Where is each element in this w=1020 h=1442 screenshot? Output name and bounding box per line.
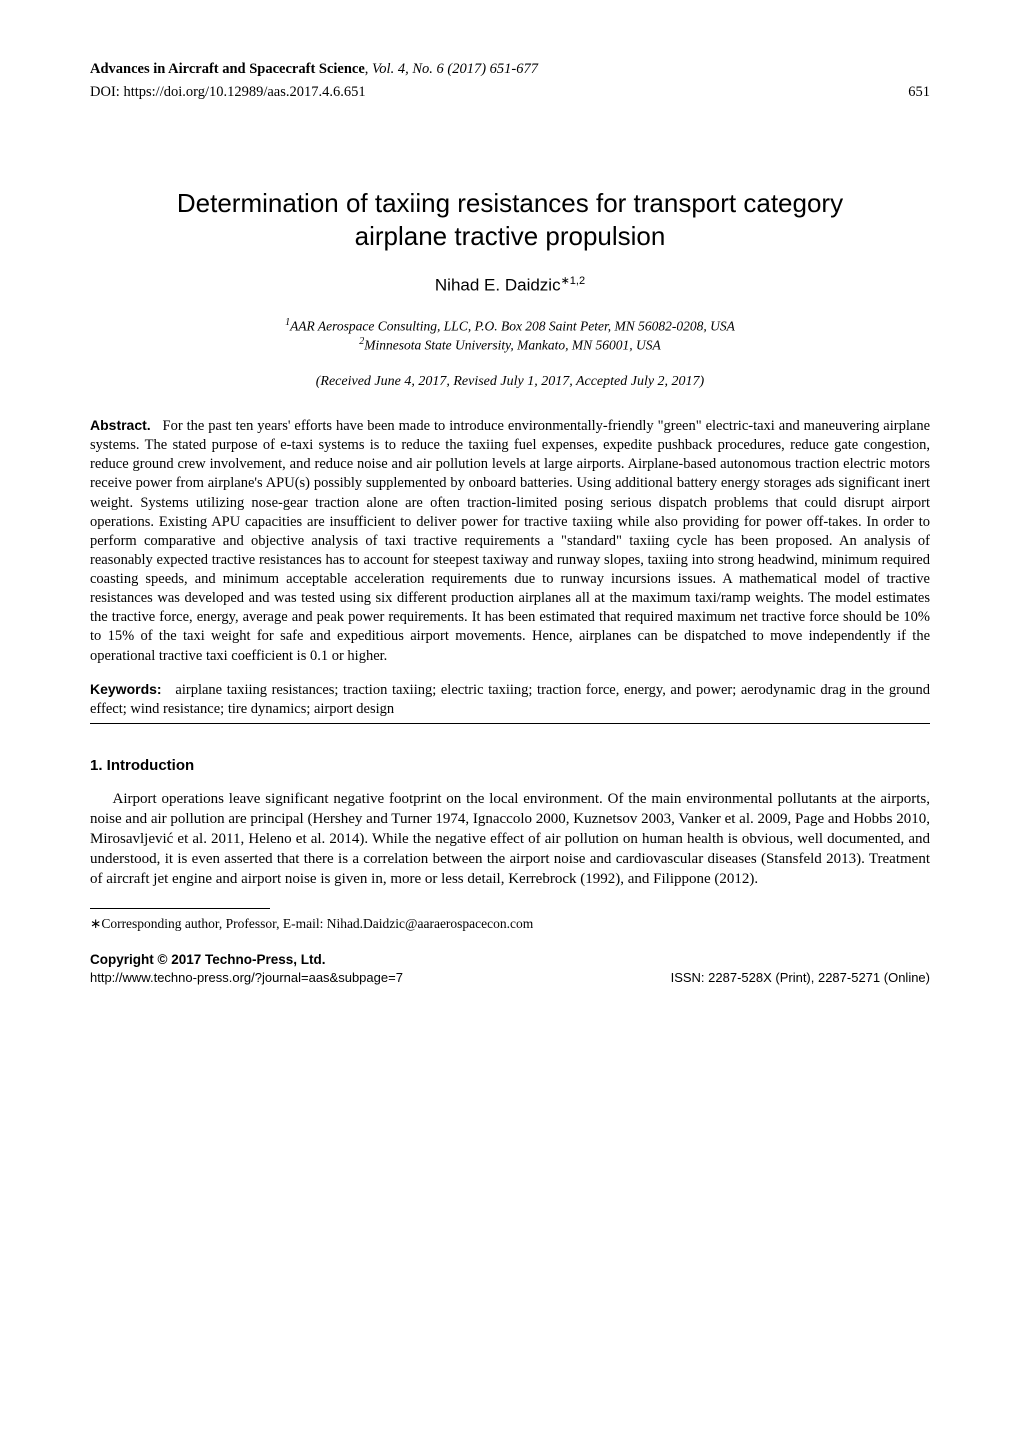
footer-url: http://www.techno-press.org/?journal=aas… [90, 969, 403, 987]
footnote-text: Corresponding author, Professor, E-mail:… [101, 916, 533, 931]
affil2-text: Minnesota State University, Mankato, MN … [364, 338, 661, 353]
page-number: 651 [908, 83, 930, 103]
footer-issn: ISSN: 2287-528X (Print), 2287-5271 (Onli… [671, 969, 930, 987]
footer-copyright: Copyright © 2017 Techno-Press, Ltd. [90, 951, 930, 969]
doi-label: DOI: [90, 84, 120, 100]
journal-issue: Vol. 4, No. 6 (2017) 651-677 [372, 61, 538, 77]
affiliation-2: 2Minnesota State University, Mankato, MN… [90, 335, 930, 355]
affiliations: 1AAR Aerospace Consulting, LLC, P.O. Box… [90, 316, 930, 355]
doi-url: https://doi.org/10.12989/aas.2017.4.6.65… [123, 84, 365, 100]
footer-line2: http://www.techno-press.org/?journal=aas… [90, 969, 930, 987]
author-line: Nihad E. Daidzic∗1,2 [90, 274, 930, 298]
doi-line: DOI: https://doi.org/10.12989/aas.2017.4… [90, 83, 930, 103]
author-name: Nihad E. Daidzic [435, 276, 561, 295]
intro-paragraph: Airport operations leave significant neg… [90, 790, 930, 890]
keywords-text: airplane taxiing resistances; traction t… [90, 682, 930, 718]
section-heading-intro: 1. Introduction [90, 756, 930, 776]
affiliation-1: 1AAR Aerospace Consulting, LLC, P.O. Box… [90, 316, 930, 336]
keywords-block: Keywords: airplane taxiing resistances; … [90, 680, 930, 724]
footnote: ∗Corresponding author, Professor, E-mail… [90, 915, 930, 933]
abstract-text: For the past ten years' efforts have bee… [90, 418, 930, 664]
footnote-mark: ∗ [90, 916, 101, 931]
paper-title-line1: Determination of taxiing resistances for… [90, 187, 930, 220]
affil1-text: AAR Aerospace Consulting, LLC, P.O. Box … [290, 318, 735, 333]
keywords-label: Keywords: [90, 681, 162, 697]
abstract-label: Abstract. [90, 417, 151, 433]
title-block: Determination of taxiing resistances for… [90, 187, 930, 252]
journal-name: Advances in Aircraft and Spacecraft Scie… [90, 61, 365, 77]
journal-header: Advances in Aircraft and Spacecraft Scie… [90, 60, 930, 80]
footer: Copyright © 2017 Techno-Press, Ltd. http… [90, 951, 930, 987]
doi-text: DOI: https://doi.org/10.12989/aas.2017.4… [90, 83, 366, 103]
dates-line: (Received June 4, 2017, Revised July 1, … [90, 373, 930, 392]
author-marks: ∗1,2 [561, 275, 586, 287]
footnote-separator [90, 908, 270, 909]
abstract-block: Abstract. For the past ten years' effort… [90, 416, 930, 666]
paper-title-line2: airplane tractive propulsion [90, 220, 930, 253]
